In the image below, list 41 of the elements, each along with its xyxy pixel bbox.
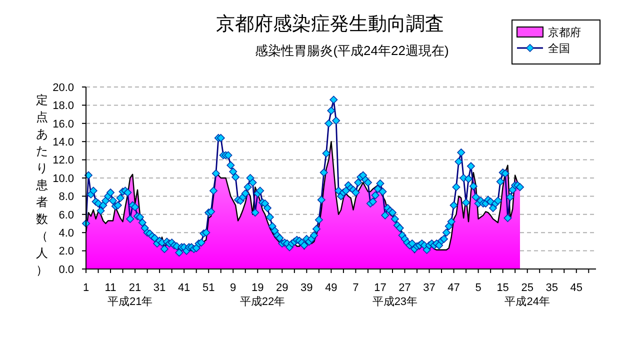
x-tick-label: 5 — [475, 282, 482, 294]
text: 定点あたり患者数（人） — [36, 93, 48, 278]
x-tick-label: 11 — [104, 282, 116, 294]
x-tick-label: 15 — [496, 282, 509, 294]
y-tick-label: 4.0 — [58, 227, 74, 240]
x-tick-label: 9 — [230, 282, 236, 294]
y-tick-label: 8.0 — [58, 191, 74, 204]
x-tick-label: 21 — [128, 282, 142, 294]
y-tick-label: 18.0 — [52, 100, 74, 112]
text: 平成22年 — [240, 295, 286, 308]
x-tick-label: 45 — [570, 282, 583, 294]
x-tick-label: 41 — [178, 282, 190, 294]
x-tick-label: 19 — [252, 282, 264, 294]
x-tick-label: 37 — [423, 282, 436, 294]
y-tick-label: 10.0 — [52, 172, 74, 185]
y-tick-label: 0.0 — [58, 264, 74, 276]
x-tick-label: 51 — [202, 282, 215, 294]
x-tick-label: 49 — [325, 282, 338, 294]
x-tick-label: 7 — [352, 282, 359, 294]
text: 平成21年 — [108, 295, 153, 308]
legend-label: 京都府 — [548, 26, 581, 39]
x-tick-label: 27 — [398, 282, 411, 294]
y-tick-label: 20.0 — [52, 82, 74, 94]
x-tick-label: 47 — [448, 282, 460, 294]
chart-title: 京都府感染症発生動向調査 — [216, 13, 444, 35]
y-tick-label: 12.0 — [52, 154, 74, 167]
y-tick-label: 14.0 — [52, 136, 74, 148]
x-tick-label: 1 — [82, 282, 90, 294]
x-tick-label: 35 — [546, 282, 558, 294]
chart-subtitle: 感染性胃腸炎(平成24年22週現在) — [255, 43, 449, 58]
x-tick-label: 17 — [374, 282, 386, 294]
x-tick-label: 31 — [153, 282, 166, 294]
y-tick-label: 6.0 — [58, 209, 74, 222]
x-tick-label: 29 — [276, 282, 288, 294]
x-tick-label: 39 — [300, 282, 313, 294]
text: 平成23年 — [372, 295, 418, 308]
x-tick-label: 25 — [521, 282, 534, 294]
y-tick-label: 16.0 — [52, 118, 74, 130]
legend-label: 全国 — [548, 42, 570, 55]
text: 平成24年 — [504, 295, 550, 308]
y-tick-label: 2.0 — [58, 246, 74, 258]
